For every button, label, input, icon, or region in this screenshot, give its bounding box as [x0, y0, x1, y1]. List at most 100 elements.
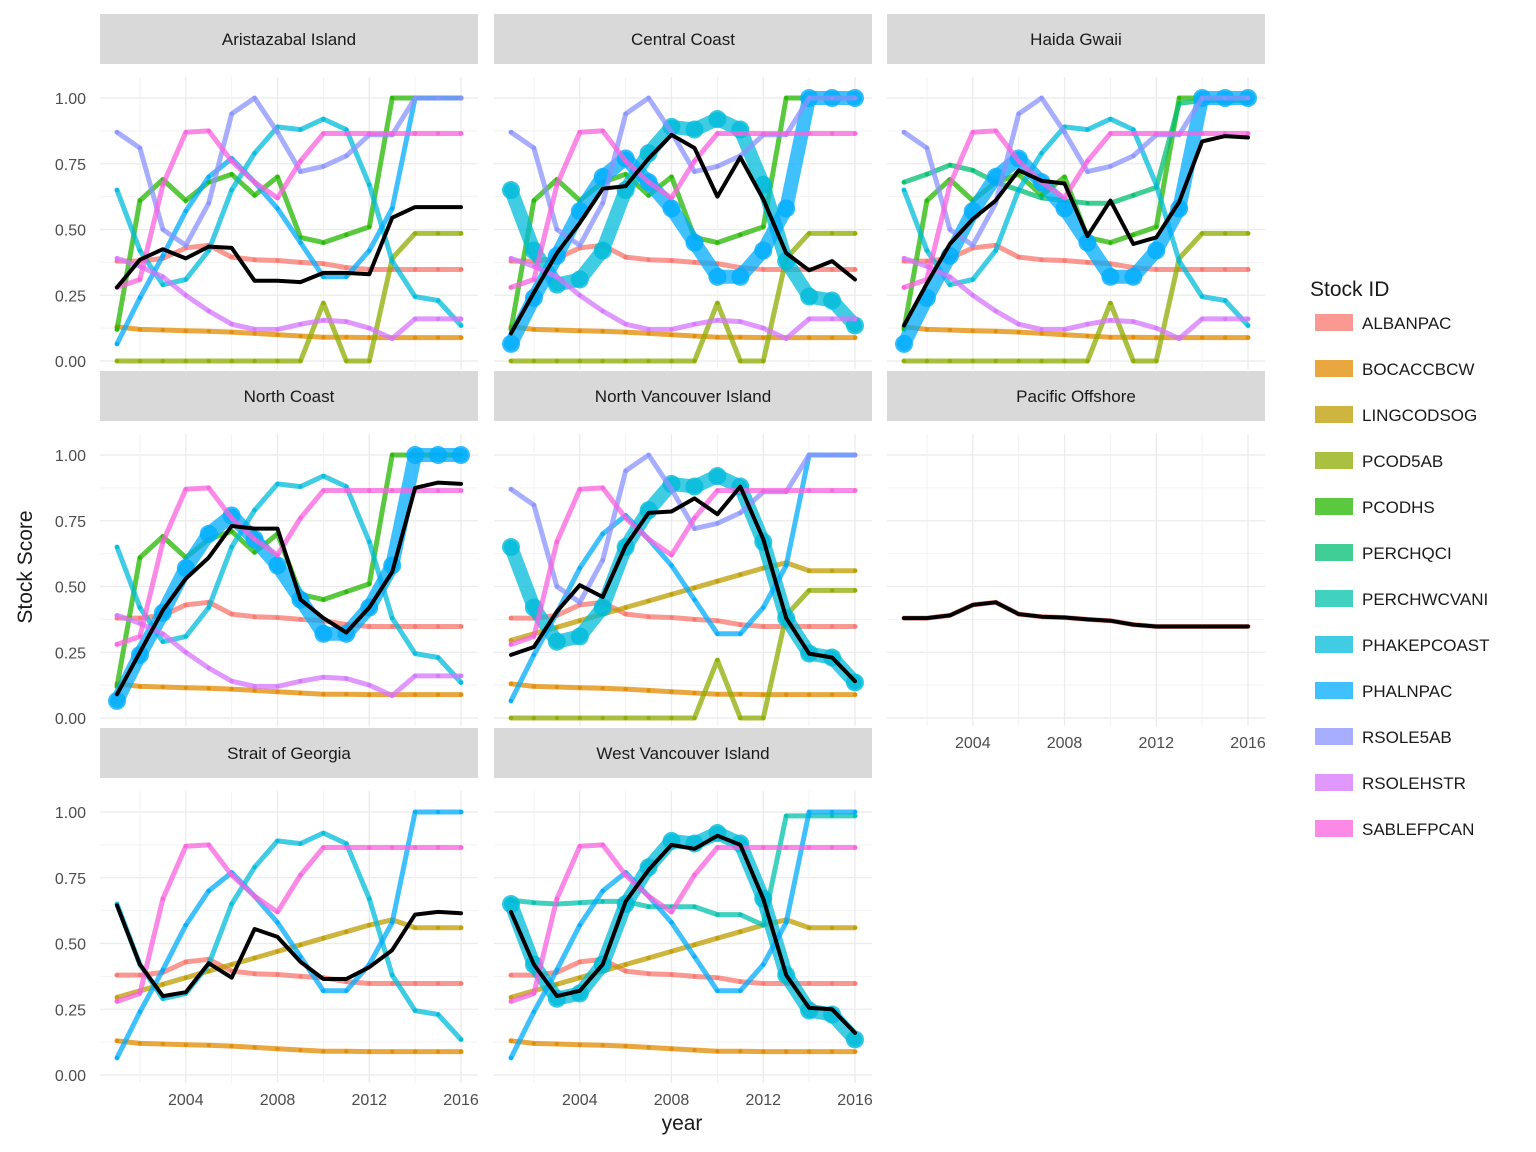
- data-point: [344, 676, 349, 681]
- data-point: [669, 332, 674, 337]
- facet-title: Pacific Offshore: [1016, 387, 1136, 406]
- series-points-phakepcoast: [901, 116, 1251, 328]
- data-point: [412, 624, 418, 629]
- data-point: [554, 967, 560, 972]
- facet-strip: [494, 728, 872, 778]
- data-point: [412, 267, 418, 272]
- data-point: [1062, 174, 1067, 180]
- data-point: [646, 904, 651, 909]
- data-point: [852, 452, 858, 458]
- data-point: [1108, 240, 1113, 245]
- data-point: [901, 129, 907, 135]
- data-point: [947, 274, 953, 280]
- data-point: [229, 158, 234, 164]
- series-line-phakepcoast: [114, 116, 464, 328]
- data-point: [600, 128, 605, 134]
- series-line-pcod5ab: [508, 587, 858, 721]
- series-line-rsolehstr: [114, 612, 464, 699]
- data-point: [738, 131, 743, 136]
- data-point: [137, 277, 143, 282]
- data-point: [275, 195, 280, 201]
- data-point: [1199, 335, 1205, 340]
- data-point: [1108, 131, 1113, 136]
- data-point: [784, 488, 789, 493]
- data-point: [275, 1046, 280, 1051]
- data-point: [367, 981, 372, 986]
- y-tick-label: 0.25: [55, 1002, 86, 1019]
- data-point: [806, 1049, 812, 1054]
- series-line-albanpac: [901, 242, 1251, 272]
- data-point: [367, 624, 372, 629]
- data-point: [508, 615, 514, 621]
- data-point: [715, 692, 720, 697]
- data-point: [715, 631, 720, 637]
- data-point: [829, 925, 835, 930]
- data-point: [577, 843, 582, 849]
- data-point: [1039, 151, 1044, 156]
- data-point: [970, 328, 975, 333]
- data-point: [321, 988, 326, 994]
- data-point: [508, 642, 514, 647]
- data-point: [344, 274, 349, 280]
- gridlines: [887, 434, 1265, 726]
- series-points-pcod5ab: [114, 231, 464, 364]
- data-point: [577, 900, 582, 905]
- data-point: [367, 325, 372, 331]
- data-point: [298, 158, 303, 164]
- data-point: [412, 1049, 418, 1054]
- data-point: [390, 624, 395, 629]
- data-point: [1016, 358, 1021, 364]
- series-points-phakepcoast: [114, 116, 464, 328]
- data-point: [390, 452, 395, 458]
- data-point: [623, 515, 628, 521]
- data-point: [806, 809, 812, 815]
- data-point: [924, 358, 930, 364]
- series-lines: [108, 446, 470, 710]
- data-point: [852, 568, 858, 573]
- series-line-sablefpcan: [508, 485, 858, 647]
- data-point: [114, 613, 120, 618]
- data-point: [229, 686, 234, 692]
- data-point: [458, 335, 464, 340]
- data-point: [901, 285, 907, 290]
- data-point: [738, 715, 743, 721]
- data-point: [669, 552, 674, 558]
- data-point: [229, 329, 234, 335]
- data-point: [206, 358, 211, 364]
- series-line-bocaccbcw: [114, 1038, 464, 1055]
- data-point: [829, 267, 835, 272]
- data-point: [298, 1047, 303, 1053]
- data-point: [547, 632, 566, 651]
- data-point: [206, 665, 211, 671]
- data-point: [252, 257, 257, 262]
- data-point: [344, 845, 349, 850]
- data-point: [206, 485, 211, 491]
- legend-item-rsolehstr: RSOLEHSTR: [1315, 774, 1466, 793]
- data-point: [761, 358, 766, 364]
- facet-title: Aristazabal Island: [222, 30, 356, 49]
- data-point: [806, 845, 812, 850]
- legend-label: PERCHWCVANI: [1362, 590, 1488, 609]
- aggregate-score-line: [115, 480, 463, 697]
- data-point: [298, 872, 303, 878]
- data-point: [577, 618, 582, 623]
- data-point: [1108, 116, 1113, 122]
- data-point: [390, 845, 395, 850]
- data-point: [1101, 267, 1120, 286]
- data-point: [761, 845, 766, 850]
- data-point: [458, 1037, 464, 1042]
- data-point: [114, 999, 120, 1004]
- data-point: [183, 486, 188, 492]
- data-point: [669, 174, 674, 180]
- data-point: [1154, 358, 1159, 364]
- data-point: [1147, 241, 1166, 260]
- legend-swatch: [1315, 452, 1353, 469]
- data-point: [738, 622, 743, 627]
- data-point: [1131, 131, 1136, 136]
- x-axis-title: year: [662, 1112, 703, 1135]
- data-point: [229, 962, 234, 967]
- data-point: [321, 274, 326, 280]
- data-point: [508, 972, 514, 978]
- data-point: [137, 198, 143, 203]
- data-point: [715, 335, 720, 340]
